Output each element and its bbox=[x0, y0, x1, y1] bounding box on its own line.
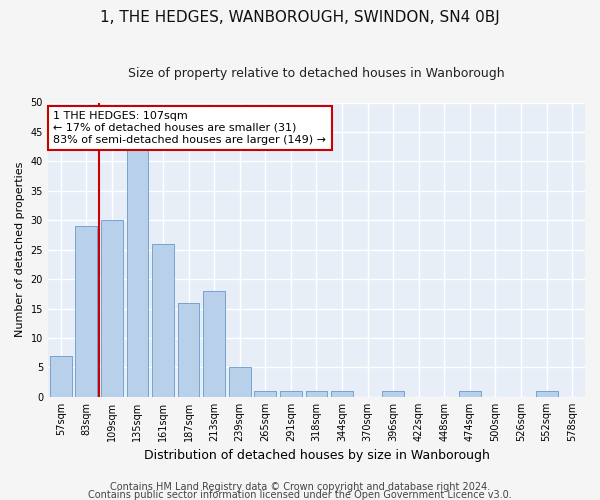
Bar bbox=[101, 220, 123, 397]
Bar bbox=[178, 302, 199, 397]
Bar bbox=[76, 226, 97, 397]
Y-axis label: Number of detached properties: Number of detached properties bbox=[15, 162, 25, 338]
Title: Size of property relative to detached houses in Wanborough: Size of property relative to detached ho… bbox=[128, 68, 505, 80]
X-axis label: Distribution of detached houses by size in Wanborough: Distribution of detached houses by size … bbox=[143, 450, 490, 462]
Bar bbox=[280, 391, 302, 397]
Bar bbox=[254, 391, 276, 397]
Bar bbox=[229, 368, 251, 397]
Bar bbox=[459, 391, 481, 397]
Text: 1, THE HEDGES, WANBOROUGH, SWINDON, SN4 0BJ: 1, THE HEDGES, WANBOROUGH, SWINDON, SN4 … bbox=[100, 10, 500, 25]
Bar bbox=[152, 244, 174, 397]
Text: Contains HM Land Registry data © Crown copyright and database right 2024.: Contains HM Land Registry data © Crown c… bbox=[110, 482, 490, 492]
Bar bbox=[127, 150, 148, 397]
Bar bbox=[203, 291, 225, 397]
Bar bbox=[331, 391, 353, 397]
Bar bbox=[50, 356, 71, 397]
Bar bbox=[536, 391, 557, 397]
Text: Contains public sector information licensed under the Open Government Licence v3: Contains public sector information licen… bbox=[88, 490, 512, 500]
Bar bbox=[382, 391, 404, 397]
Bar bbox=[305, 391, 328, 397]
Text: 1 THE HEDGES: 107sqm
← 17% of detached houses are smaller (31)
83% of semi-detac: 1 THE HEDGES: 107sqm ← 17% of detached h… bbox=[53, 112, 326, 144]
